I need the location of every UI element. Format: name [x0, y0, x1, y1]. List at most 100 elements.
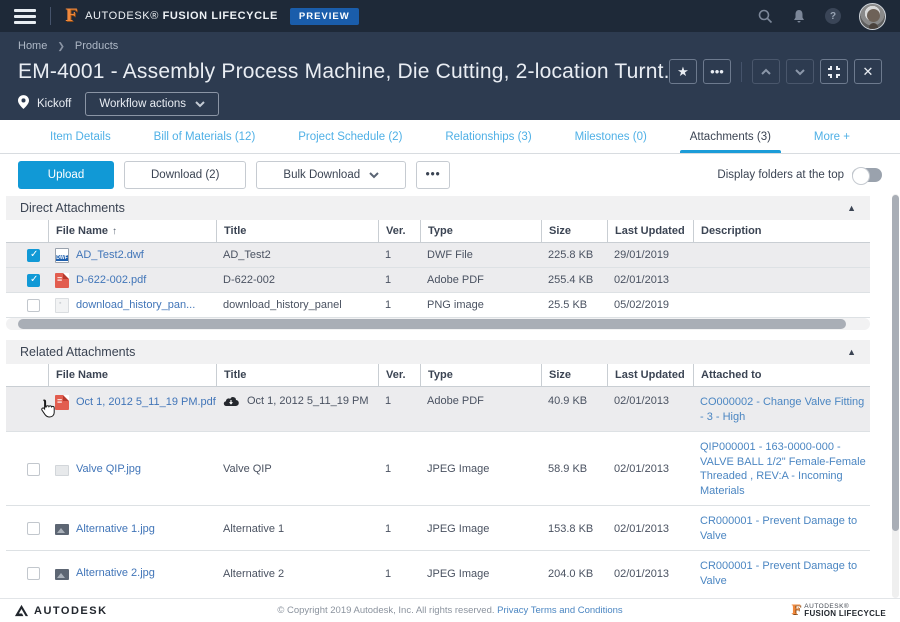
display-folders-label: Display folders at the top	[717, 169, 844, 181]
attached-to-link[interactable]: CR000001 - Prevent Damage to Valve	[700, 515, 858, 542]
table-row[interactable]: Alternative 1.jpg Alternative 1 1 JPEG I…	[6, 506, 870, 551]
row-checkbox[interactable]	[27, 273, 40, 287]
cell-size: 225.8 KB	[548, 249, 594, 261]
tab-milestones[interactable]: Milestones (0)	[574, 130, 647, 143]
column-size[interactable]: Size	[541, 220, 607, 242]
cell-ver: 1	[385, 463, 392, 476]
horizontal-scrollbar[interactable]	[6, 318, 870, 330]
favorite-star-button[interactable]: ★	[669, 59, 697, 84]
horizontal-scrollbar-thumb[interactable]	[18, 319, 846, 329]
cell-type: Adobe PDF	[427, 274, 484, 286]
column-description[interactable]: Description	[693, 220, 870, 242]
column-ver[interactable]: Ver.	[378, 364, 420, 386]
breadcrumb-products[interactable]: Products	[74, 40, 119, 52]
tab-attachments[interactable]: Attachments (3)	[679, 120, 782, 153]
column-ver[interactable]: Ver.	[378, 220, 420, 242]
direct-attachments-header[interactable]: Direct Attachments ▲	[6, 196, 870, 220]
file-link[interactable]: download_history_pan...	[76, 298, 196, 311]
next-item-button[interactable]	[786, 59, 814, 84]
column-attached-to[interactable]: Attached to	[693, 364, 870, 386]
attached-to-link[interactable]: CO000002 - Change Valve Fitting - 3 - Hi…	[700, 396, 865, 423]
privacy-link[interactable]: Privacy	[497, 605, 529, 616]
bulk-download-button[interactable]: Bulk Download	[256, 161, 407, 189]
breadcrumb-home[interactable]: Home	[18, 40, 48, 52]
terms-link[interactable]: Terms and Conditions	[530, 605, 623, 616]
cell-size: 153.8 KB	[548, 522, 594, 535]
column-type[interactable]: Type	[420, 220, 541, 242]
column-title[interactable]: Title	[216, 220, 378, 242]
cell-ver: 1	[385, 395, 392, 407]
footer-copyright: © Copyright 2019 Autodesk, Inc. All righ…	[277, 605, 623, 616]
display-folders-toggle[interactable]	[852, 167, 882, 185]
user-avatar[interactable]	[859, 2, 886, 30]
cloud-download-icon[interactable]	[223, 395, 239, 410]
hamburger-menu-icon[interactable]	[14, 8, 36, 24]
table-row[interactable]: AD_Test2.dwf AD_Test2 1 DWF File 225.8 K…	[6, 243, 870, 268]
cell-description	[693, 293, 870, 317]
table-row[interactable]: D-622-002.pdf D-622-002 1 Adobe PDF 255.…	[6, 268, 870, 293]
file-link[interactable]: AD_Test2.dwf	[76, 248, 144, 261]
vertical-scrollbar[interactable]	[892, 194, 899, 598]
title-more-button[interactable]: •••	[703, 59, 731, 84]
download-button[interactable]: Download (2)	[124, 161, 247, 189]
file-link[interactable]: D-622-002.pdf	[76, 273, 147, 286]
column-type[interactable]: Type	[420, 364, 541, 386]
collapse-chevron-icon[interactable]: ▲	[847, 347, 856, 357]
table-row[interactable]: Oct 1, 2012 5_11_19 PM.pdf Oct 1, 2012 5…	[6, 387, 870, 432]
column-file-name[interactable]: File Name ↑	[48, 220, 216, 242]
cell-title: AD_Test2	[223, 249, 271, 261]
column-file-name[interactable]: File Name	[48, 364, 216, 386]
column-last-updated[interactable]: Last Updated	[607, 364, 693, 386]
collapse-chevron-icon[interactable]: ▲	[847, 203, 856, 213]
row-checkbox[interactable]	[27, 567, 40, 581]
cell-ver: 1	[385, 299, 392, 311]
attached-to-link[interactable]: QIP000001 - 163-0000-000 - VALVE BALL 1/…	[700, 440, 866, 498]
column-size[interactable]: Size	[541, 364, 607, 386]
cell-type: JPEG Image	[427, 463, 490, 476]
file-link[interactable]: Valve QIP.jpg	[76, 463, 142, 476]
cell-ver: 1	[385, 274, 392, 286]
row-checkbox[interactable]	[27, 248, 40, 262]
item-header: Home ❯ Products EM-4001 - Assembly Proce…	[0, 32, 900, 120]
search-icon[interactable]	[757, 8, 773, 24]
row-checkbox[interactable]	[27, 462, 40, 476]
row-checkbox[interactable]	[27, 298, 40, 312]
related-attachments-header[interactable]: Related Attachments ▲	[6, 340, 870, 364]
toolbar-more-button[interactable]: •••	[416, 161, 451, 189]
table-row[interactable]: Valve QIP.jpg Valve QIP 1 JPEG Image 58.…	[6, 432, 870, 507]
column-last-updated[interactable]: Last Updated	[607, 220, 693, 242]
row-checkbox[interactable]	[27, 522, 40, 536]
fusion-lifecycle-logo-icon: F	[791, 603, 801, 618]
vertical-scrollbar-thumb[interactable]	[892, 195, 899, 531]
attached-to-link[interactable]: CR000001 - Prevent Damage to Valve	[700, 559, 858, 587]
workflow-actions-button[interactable]: Workflow actions	[85, 92, 220, 116]
cell-title: Alternative 1	[223, 522, 285, 535]
related-attachments-rows: Oct 1, 2012 5_11_19 PM.pdf Oct 1, 2012 5…	[6, 387, 870, 593]
fusion-lifecycle-footer-logo: F AUTODESK® FUSION LIFECYCLE	[791, 602, 886, 618]
notifications-bell-icon[interactable]	[791, 8, 807, 24]
cell-title: Oct 1, 2012 5_11_19 PM	[247, 395, 369, 407]
related-attachments-column-header: File Name Title Ver. Type Size Last Upda…	[6, 364, 870, 387]
tab-relationships[interactable]: Relationships (3)	[445, 130, 532, 143]
tab-project-schedule[interactable]: Project Schedule (2)	[298, 130, 403, 143]
tab-item-details[interactable]: Item Details	[50, 130, 111, 143]
table-row[interactable]: download_history_pan... download_history…	[6, 293, 870, 318]
dwf-file-icon	[55, 247, 69, 263]
tab-bill-of-materials[interactable]: Bill of Materials (12)	[153, 130, 256, 143]
direct-attachments-title: Direct Attachments	[20, 201, 125, 215]
file-link[interactable]: Alternative 2.jpg	[76, 567, 155, 580]
close-button[interactable]: ✕	[854, 59, 882, 84]
cell-size: 40.9 KB	[548, 395, 588, 407]
cell-type: JPEG Image	[427, 567, 490, 580]
collapse-view-button[interactable]	[820, 59, 848, 84]
tab-more[interactable]: More +	[813, 130, 850, 143]
table-row[interactable]: Alternative 2.jpg Alternative 2 1 JPEG I…	[6, 551, 870, 593]
help-icon[interactable]: ?	[825, 8, 841, 24]
cell-size: 58.9 KB	[548, 463, 588, 476]
column-title[interactable]: Title	[216, 364, 378, 386]
file-link[interactable]: Alternative 1.jpg	[76, 522, 155, 535]
previous-item-button[interactable]	[752, 59, 780, 84]
upload-button[interactable]: Upload	[18, 161, 114, 189]
file-link[interactable]: Oct 1, 2012 5_11_19 PM.pdf	[76, 396, 216, 408]
